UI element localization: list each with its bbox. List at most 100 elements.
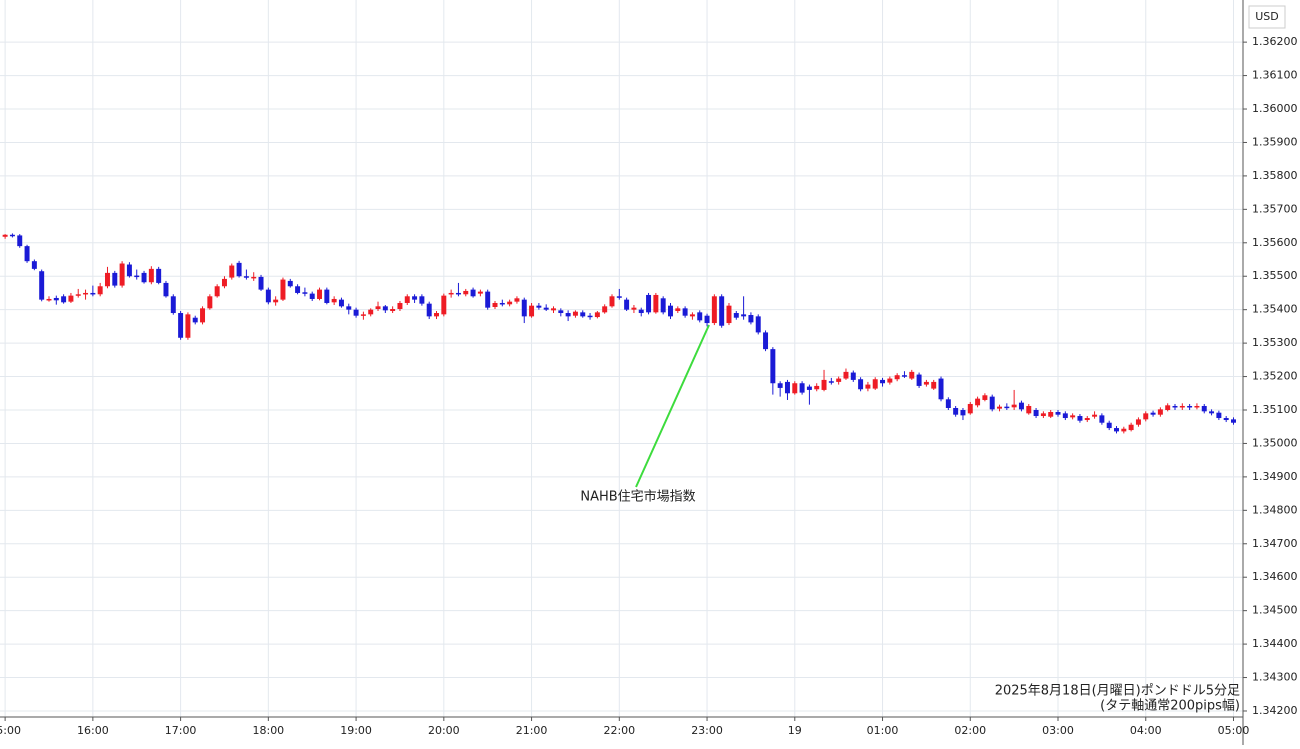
y-tick-label: 1.34500 xyxy=(1252,604,1298,617)
candle-body xyxy=(170,296,176,314)
candle-body xyxy=(748,315,754,323)
candle-body xyxy=(382,306,388,311)
x-tick-label: 16:00 xyxy=(77,724,109,737)
x-tick-label: 03:00 xyxy=(1042,724,1074,737)
candle-body xyxy=(470,289,476,297)
candle-body xyxy=(697,312,703,321)
candle-body xyxy=(309,293,315,299)
candle-body xyxy=(521,299,527,317)
candle-body xyxy=(1157,409,1163,415)
candle-body xyxy=(207,296,213,309)
y-tick-label: 1.34200 xyxy=(1252,704,1298,717)
candle-body xyxy=(814,385,820,390)
candle-body xyxy=(236,262,242,277)
candle-body xyxy=(975,398,981,406)
x-tick-label: 05:00 xyxy=(1218,724,1250,737)
candle-body xyxy=(39,271,45,300)
candle-body xyxy=(1114,428,1119,432)
candle-body xyxy=(887,378,893,383)
candle-body xyxy=(689,314,695,317)
candle-body xyxy=(426,303,432,317)
candle-body xyxy=(134,275,140,278)
candle-body xyxy=(97,286,103,295)
candle-body xyxy=(551,308,556,311)
candle-body xyxy=(353,309,359,316)
candle-body xyxy=(1201,405,1207,412)
candle-body xyxy=(602,306,608,313)
candle-body xyxy=(477,291,483,294)
candle-body xyxy=(609,296,615,307)
candle-body xyxy=(1026,405,1032,414)
y-tick-label: 1.35300 xyxy=(1252,336,1298,349)
candle-body xyxy=(682,308,688,316)
candle-body xyxy=(1011,404,1017,408)
candle-body xyxy=(616,296,622,298)
candle-body xyxy=(931,381,937,389)
candle-body xyxy=(675,308,681,312)
candle-body xyxy=(733,313,739,318)
candle-body xyxy=(2,234,8,237)
y-tick-label: 1.36200 xyxy=(1252,35,1298,48)
candle-body xyxy=(967,403,973,414)
y-tick-label: 1.34800 xyxy=(1252,503,1298,516)
candle-body xyxy=(770,349,776,384)
candle-body xyxy=(1048,412,1054,417)
candle-body xyxy=(273,299,279,303)
candle-body xyxy=(68,295,74,302)
candle-body xyxy=(945,399,951,408)
candle-body xyxy=(668,305,673,317)
candle-body xyxy=(828,381,834,383)
candle-body xyxy=(251,276,257,279)
candle-body xyxy=(265,289,271,303)
candle-body xyxy=(1231,419,1236,423)
candle-body xyxy=(75,294,81,296)
candle-body xyxy=(529,305,535,317)
candle-body xyxy=(704,315,710,324)
candle-body xyxy=(280,279,286,300)
candle-body xyxy=(1070,415,1076,418)
candle-body xyxy=(799,383,805,393)
candle-body xyxy=(580,312,586,317)
y-tick-label: 1.34400 xyxy=(1252,637,1298,650)
grid xyxy=(0,0,1243,717)
candle-body xyxy=(24,246,30,262)
candle-body xyxy=(434,313,439,317)
candle-body xyxy=(1077,416,1083,421)
y-tick-label: 1.35600 xyxy=(1252,236,1298,249)
candle-body xyxy=(777,383,783,388)
y-tick-label: 1.34700 xyxy=(1252,537,1298,550)
candle-body xyxy=(1106,422,1112,429)
candle-body xyxy=(784,381,790,394)
candle-body xyxy=(448,292,454,295)
candle-body xyxy=(741,314,747,317)
candle-body xyxy=(200,308,206,323)
candle-body xyxy=(302,292,308,294)
candle-body xyxy=(1209,411,1215,414)
candle-body xyxy=(214,286,220,297)
candle-body xyxy=(960,410,966,416)
x-tick-label: 04:00 xyxy=(1130,724,1162,737)
candle-body xyxy=(1040,413,1046,417)
candle-body xyxy=(726,305,732,324)
candle-body xyxy=(1062,413,1068,419)
candle-body xyxy=(185,314,191,338)
candle-body xyxy=(821,379,827,390)
candle-body xyxy=(711,296,717,324)
candle-body xyxy=(221,278,227,287)
candle-body xyxy=(324,289,330,303)
candle-body xyxy=(163,282,169,297)
candle-body xyxy=(390,309,396,312)
candle-body xyxy=(397,302,403,310)
candle-body xyxy=(295,286,301,293)
y-tick-label: 1.35800 xyxy=(1252,169,1298,182)
candle-body xyxy=(865,384,871,389)
candle-body xyxy=(346,306,352,310)
footnote: (タテ軸通常200pips幅) xyxy=(1100,699,1240,714)
x-tick-label: 20:00 xyxy=(428,724,460,737)
candle-body xyxy=(982,395,988,400)
candle-body xyxy=(953,407,959,415)
candle-body xyxy=(141,272,147,283)
candle-body xyxy=(9,234,15,237)
candle-body xyxy=(243,276,249,278)
